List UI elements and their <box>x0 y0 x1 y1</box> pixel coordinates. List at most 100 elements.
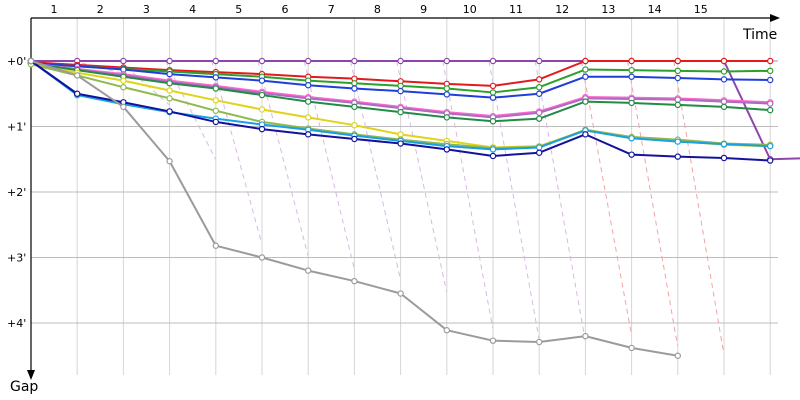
y-tick-labels: +0' +1' +2' +3' +4' <box>7 55 26 330</box>
series-point <box>443 91 450 98</box>
series-point <box>536 338 543 346</box>
series-point <box>674 101 682 109</box>
series-4 <box>27 59 774 101</box>
x-tick-label: 7 <box>328 3 335 16</box>
series-point <box>212 85 219 92</box>
series-point <box>166 108 173 115</box>
series-point <box>536 149 543 156</box>
series-point <box>212 74 219 81</box>
series-point <box>489 152 497 160</box>
series-point <box>767 157 774 164</box>
x-tick-label: 13 <box>601 3 615 16</box>
x-tick-label: 11 <box>509 3 523 16</box>
series-point <box>720 76 728 83</box>
series-point <box>443 327 450 334</box>
series-point <box>674 352 682 359</box>
series-point <box>258 77 266 84</box>
x-tick-label: 8 <box>374 3 381 16</box>
series-point <box>73 72 81 79</box>
series-point <box>305 82 312 89</box>
axes <box>27 14 780 380</box>
series-point <box>628 57 635 65</box>
y-axis-arrow <box>27 370 35 380</box>
series-12 <box>27 57 682 359</box>
series-point <box>351 85 358 92</box>
elapsed-dash <box>396 60 448 292</box>
series-point <box>166 70 173 78</box>
y-tick-label: +3' <box>7 252 26 265</box>
series-point <box>767 57 774 65</box>
series-point <box>397 57 404 65</box>
y-tick-label: +0' <box>7 55 26 68</box>
series-point <box>536 76 543 83</box>
series-point <box>443 146 450 153</box>
series-point <box>674 74 682 82</box>
series-point <box>258 125 266 133</box>
elapsed-dashes <box>73 60 725 354</box>
series-point <box>351 103 358 111</box>
series-point <box>582 73 589 80</box>
x-tick-label: 12 <box>555 3 569 16</box>
elapsed-dash <box>580 60 632 335</box>
series-point <box>720 57 728 65</box>
series-point <box>720 103 728 111</box>
series-7 <box>27 60 774 125</box>
series-point <box>212 57 219 65</box>
x-tick-label: 15 <box>694 3 708 16</box>
series-point <box>489 82 497 90</box>
elapsed-dash <box>442 60 494 329</box>
series-point <box>351 57 358 65</box>
series-point <box>258 106 266 113</box>
series-point <box>397 108 404 116</box>
series-point <box>351 80 358 87</box>
y-tick-label: +1' <box>7 121 26 134</box>
series-point <box>443 114 450 121</box>
series-point <box>120 83 127 91</box>
elapsed-dash <box>534 60 586 341</box>
series-point <box>536 109 543 116</box>
x-tick-label: 9 <box>420 3 427 16</box>
series-point <box>489 118 497 125</box>
series-point <box>536 57 543 65</box>
series-point <box>397 82 404 90</box>
series-point <box>582 98 589 105</box>
x-tick-label: 1 <box>51 3 58 16</box>
series-point <box>443 85 450 92</box>
series-point <box>305 98 312 105</box>
series-point <box>351 135 358 143</box>
series-point <box>674 67 682 75</box>
series-point <box>489 94 497 101</box>
series-point <box>397 140 404 147</box>
series-point <box>351 277 358 285</box>
series-point <box>258 254 266 261</box>
series-point <box>767 100 774 107</box>
elapsed-dash <box>211 60 263 244</box>
series-point <box>166 57 173 65</box>
series-point <box>351 121 358 129</box>
elapsed-dash <box>349 60 401 280</box>
series-point <box>305 57 312 65</box>
series-point <box>443 57 450 65</box>
x-tick-label: 10 <box>463 3 477 16</box>
y-tick-label: +2' <box>7 186 26 199</box>
series-point <box>582 57 589 65</box>
series-point <box>582 66 589 73</box>
series-point <box>674 96 682 103</box>
series-point <box>628 73 635 80</box>
series-point <box>720 68 728 75</box>
elapsed-dash <box>627 60 679 346</box>
series-point <box>305 114 312 121</box>
x-tick-label: 5 <box>235 3 242 16</box>
series-point <box>397 290 404 297</box>
series-point <box>767 67 774 75</box>
series-point <box>674 138 682 145</box>
series-point <box>397 87 404 95</box>
series-point <box>536 115 543 122</box>
series-point <box>212 97 219 104</box>
series-point <box>536 83 543 91</box>
elapsed-dash <box>257 60 309 256</box>
series-layer <box>27 57 800 359</box>
series-point <box>489 146 497 153</box>
x-axis-title: Time <box>742 27 777 43</box>
